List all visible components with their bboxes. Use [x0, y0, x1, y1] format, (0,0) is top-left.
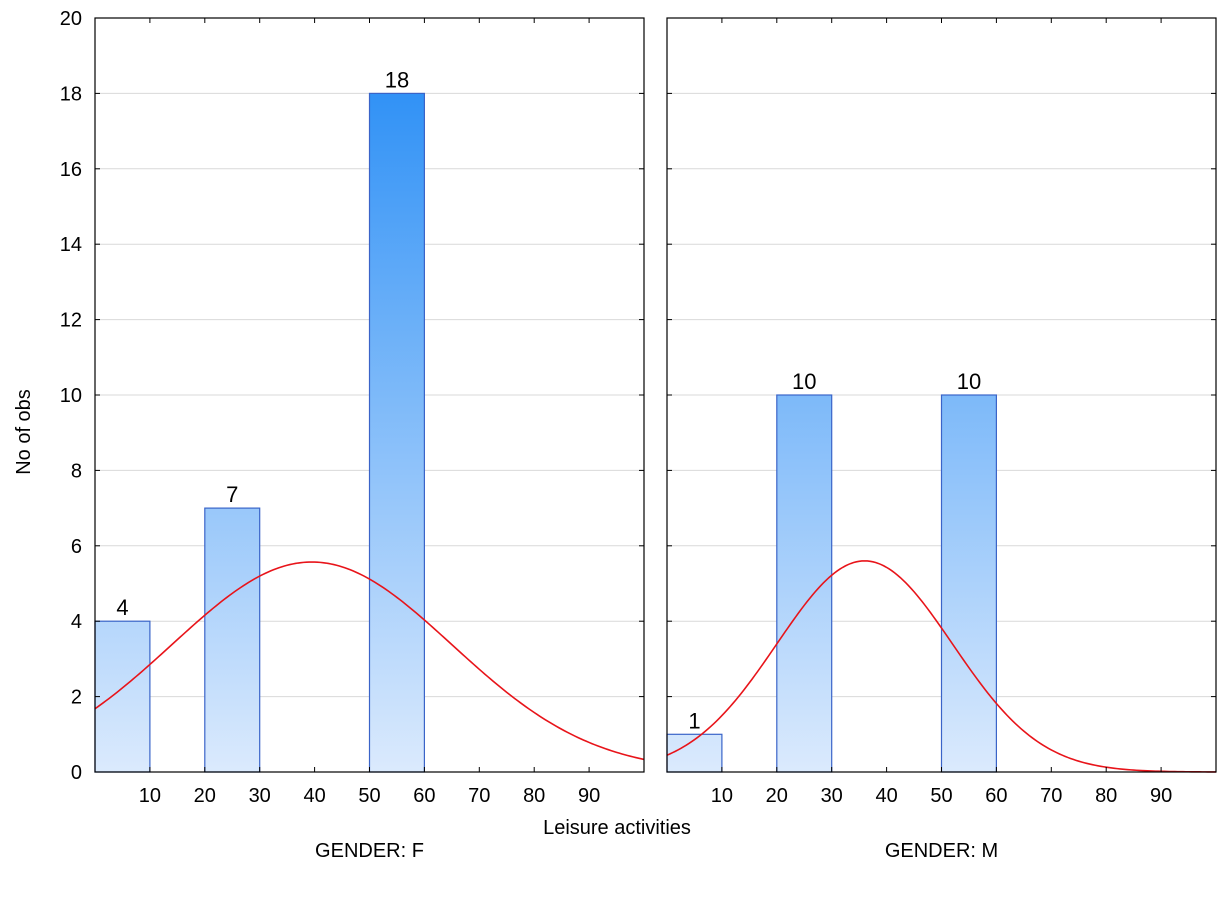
x-tick-label: 30 — [821, 785, 843, 807]
bar-value-label: 18 — [385, 67, 409, 92]
y-tick-label: 2 — [71, 687, 82, 709]
y-tick-label: 0 — [71, 762, 82, 784]
x-tick-label: 60 — [413, 785, 435, 807]
x-tick-label: 20 — [194, 785, 216, 807]
x-tick-label: 40 — [303, 785, 325, 807]
panel-label: GENDER: M — [885, 840, 998, 862]
x-tick-label: 10 — [139, 785, 161, 807]
bar-value-label: 10 — [957, 369, 981, 394]
x-tick-label: 10 — [711, 785, 733, 807]
y-tick-label: 18 — [60, 83, 82, 105]
x-tick-label: 70 — [468, 785, 490, 807]
x-tick-label: 50 — [358, 785, 380, 807]
normal-fit-curve — [666, 560, 1217, 773]
histogram-bar — [94, 620, 151, 773]
x-tick-label: 30 — [249, 785, 271, 807]
histogram-bar — [940, 394, 998, 773]
x-tick-label: 90 — [578, 785, 600, 807]
x-tick-label: 40 — [875, 785, 897, 807]
normal-fit-curve — [94, 561, 645, 761]
y-tick-label: 4 — [71, 611, 82, 633]
x-tick-label: 80 — [1095, 785, 1117, 807]
y-tick-label: 14 — [60, 234, 82, 256]
bar-value-label: 4 — [116, 595, 128, 620]
panel-gender-f: 4 7 18 10 20 30 40 50 60 70 80 90 GENDER: F — [94, 17, 645, 862]
bar-value-label: 7 — [226, 482, 238, 507]
bar-value-label: 10 — [792, 369, 816, 394]
y-tick-label: 6 — [71, 536, 82, 558]
x-tick-label: 80 — [523, 785, 545, 807]
y-tick-label: 10 — [60, 385, 82, 407]
y-tick-label: 16 — [60, 159, 82, 181]
y-tick-label: 8 — [71, 460, 82, 482]
panel-gender-m: 1 10 10 10 20 30 40 50 60 70 80 90 GENDER: M — [666, 17, 1217, 862]
histogram-bar — [368, 92, 426, 773]
bar-value-label: 1 — [688, 708, 700, 733]
x-tick-label: 50 — [930, 785, 952, 807]
y-axis: 0 2 4 6 8 10 12 14 16 18 20 — [60, 8, 82, 784]
y-tick-label: 12 — [60, 310, 82, 332]
histogram-bar — [204, 507, 261, 773]
y-tick-label: 20 — [60, 8, 82, 30]
x-axis-label: Leisure activities — [543, 817, 691, 839]
x-tick-label: 70 — [1040, 785, 1062, 807]
x-tick-label: 20 — [766, 785, 788, 807]
y-axis-label: No of obs — [13, 389, 35, 475]
chart-panels: 4 7 18 10 20 30 40 50 60 70 80 90 GENDER: F 1 10 10 10 20… — [94, 17, 1217, 862]
x-tick-label: 90 — [1150, 785, 1172, 807]
x-tick-label: 60 — [985, 785, 1007, 807]
panel-label: GENDER: F — [315, 840, 424, 862]
